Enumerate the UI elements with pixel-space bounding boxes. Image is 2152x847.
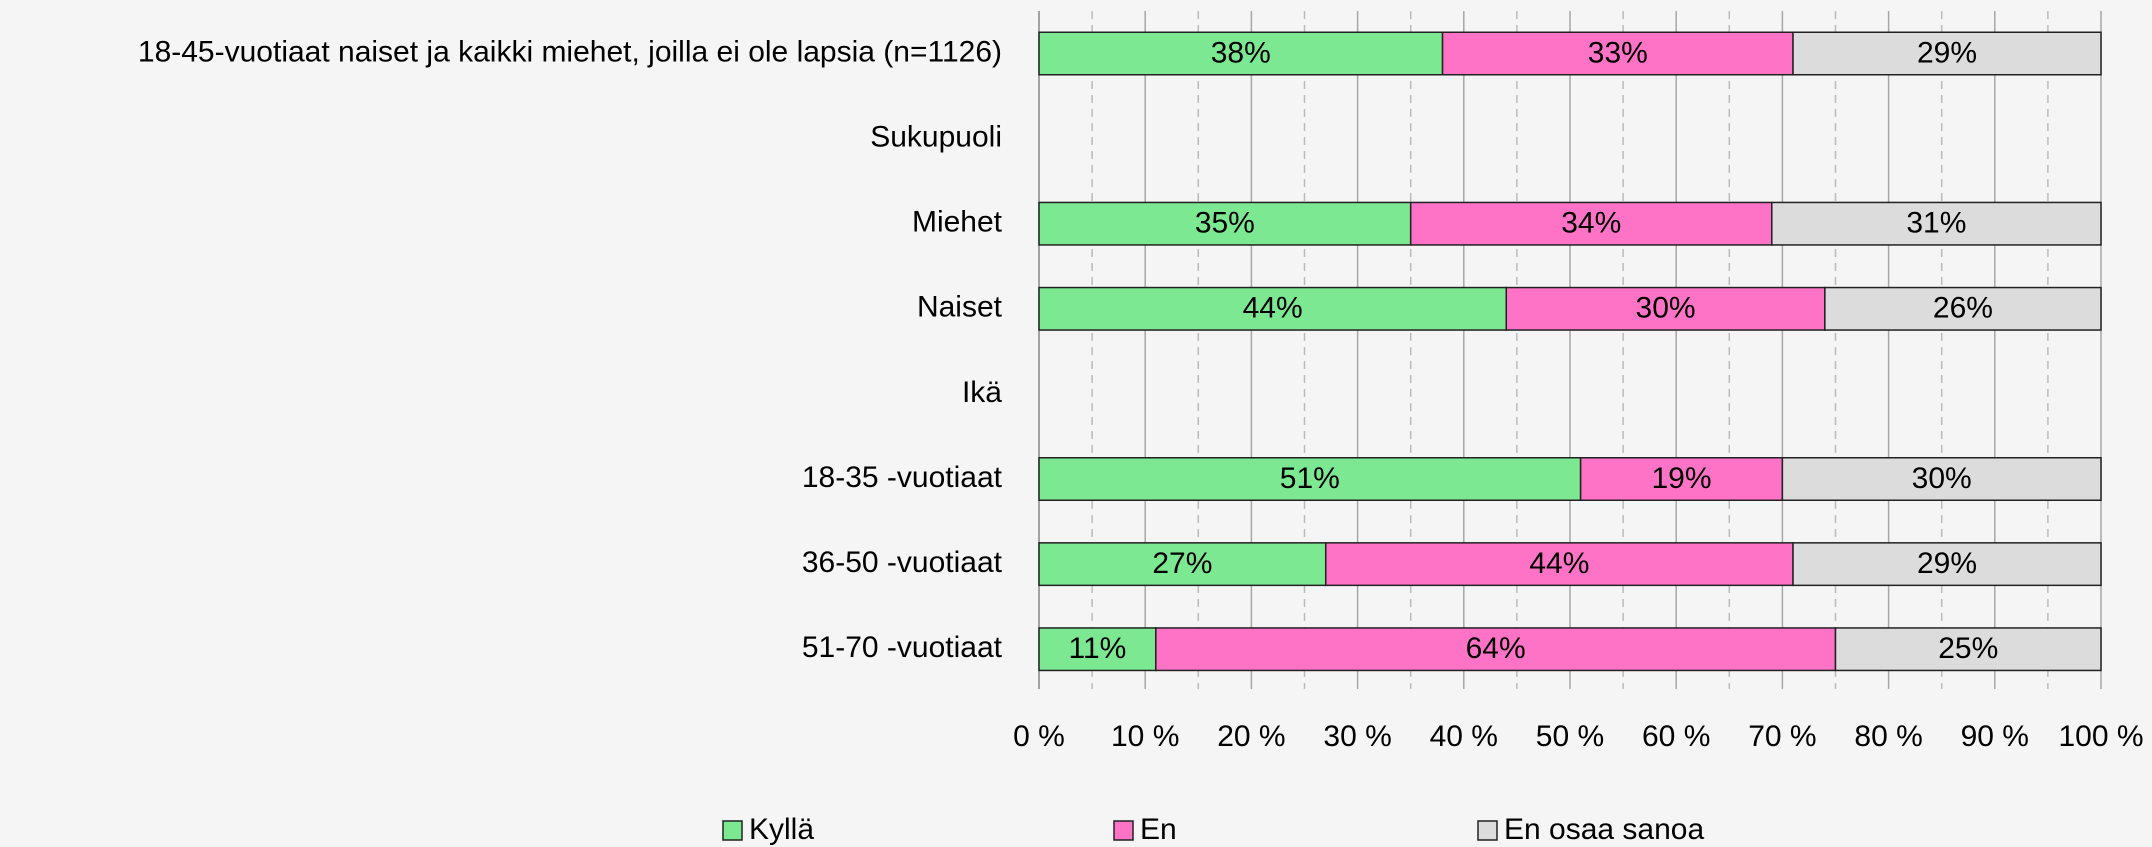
bar-segment [1409, 201, 1773, 246]
x-tick-label: 50 % [1536, 720, 1604, 753]
data-label: 33% [1588, 36, 1648, 69]
data-label: 34% [1561, 207, 1621, 240]
data-label: 30% [1912, 462, 1972, 495]
data-label: 30% [1636, 292, 1696, 325]
legend-swatch [1477, 820, 1498, 841]
bar-segment [1038, 542, 1327, 587]
x-tick-label: 80 % [1854, 720, 1922, 753]
data-label: 26% [1933, 292, 1993, 325]
x-tick-label: 0 % [1013, 720, 1065, 753]
y-tick-label: Naiset [917, 291, 1003, 324]
x-tick-label: 60 % [1642, 720, 1710, 753]
y-tick-label: 18-35 -vuotiaat [802, 461, 1003, 494]
x-tick-label: 100 % [2058, 720, 2143, 753]
legend-label: En [1140, 813, 1177, 846]
data-label: 11% [1068, 632, 1126, 665]
y-tick-label: 36-50 -vuotiaat [802, 546, 1003, 579]
legend-swatch [722, 820, 743, 841]
legend-label: Kyllä [749, 813, 814, 846]
data-label: 29% [1917, 36, 1977, 69]
y-tick-label: 51-70 -vuotiaat [802, 631, 1003, 664]
y-tick-label: Sukupuoli [870, 121, 1002, 154]
x-tick-label: 70 % [1748, 720, 1816, 753]
x-tick-label: 90 % [1961, 720, 2029, 753]
x-tick-label: 10 % [1111, 720, 1179, 753]
bar-segment [1038, 457, 1582, 501]
bar-segment [1579, 457, 1784, 501]
data-label: 44% [1243, 292, 1303, 325]
data-label: 64% [1466, 632, 1526, 665]
data-label: 19% [1651, 462, 1711, 495]
bar-segment [1038, 201, 1412, 246]
data-label: 35% [1195, 207, 1255, 240]
y-tick-label: Ikä [962, 376, 1002, 409]
bar-segment [1792, 542, 2102, 587]
x-tick-label: 20 % [1217, 720, 1285, 753]
bar-segment [1324, 542, 1794, 587]
legend-swatch [1113, 820, 1134, 841]
data-label: 31% [1906, 207, 1966, 240]
legend-label: En osaa sanoa [1504, 813, 1704, 846]
x-tick-label: 30 % [1323, 720, 1391, 753]
bar-segment [1155, 627, 1837, 672]
bar-segment [1792, 31, 2102, 76]
y-tick-label: Miehet [912, 206, 1003, 239]
x-tick-label: 40 % [1430, 720, 1498, 753]
bar-segment [1781, 457, 2102, 501]
bar-segment [1505, 286, 1826, 331]
bar-segment [1824, 286, 2102, 331]
bar-segment [1038, 627, 1157, 672]
data-label: 51% [1280, 462, 1340, 495]
data-label: 44% [1529, 547, 1589, 580]
bar-segment [1771, 201, 2102, 246]
y-tick-label: 18-45-vuotiaat naiset ja kaikki miehet, … [138, 35, 1002, 68]
data-label: 27% [1152, 547, 1212, 580]
data-label: 29% [1917, 547, 1977, 580]
data-label: 38% [1211, 36, 1271, 69]
data-label: 25% [1938, 632, 1998, 665]
bar-segment [1834, 627, 2102, 672]
